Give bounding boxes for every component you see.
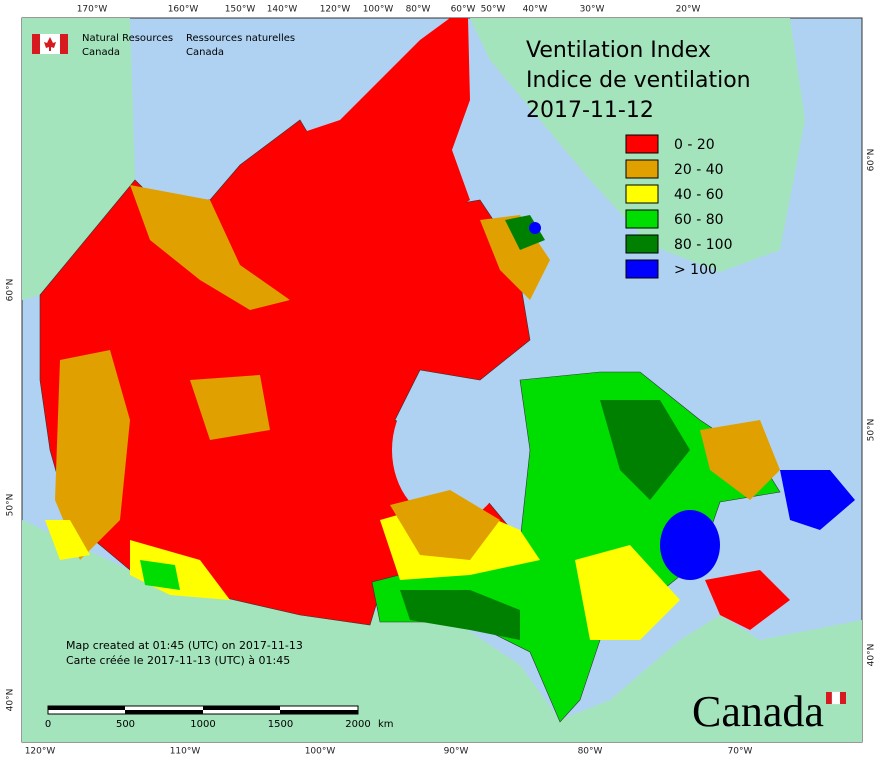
blue-area [529,222,541,234]
united-states [22,520,862,742]
arctic-islands [240,18,470,232]
flag-bar [32,34,40,54]
map-note: Map created at 01:45 (UTC) on 2017-11-13 [66,639,303,652]
latitude-label: 40°N [867,644,877,667]
legend-label: 60 - 80 [674,212,724,228]
longitude-label: 110°W [170,747,201,757]
legend-swatch [625,209,659,229]
latitude-label: 40°N [6,689,16,712]
orange-area [130,185,290,310]
dark-green-area [400,590,520,640]
dark-green-area [600,400,690,500]
scale-bar [47,705,359,715]
longitude-label: 90°W [444,747,469,757]
alaska [22,18,135,300]
scale-label: 0 [45,719,51,730]
scale-label: 500 [116,719,135,730]
scale-unit: km [378,719,394,730]
map-area [21,17,863,743]
legend-label: 80 - 100 [674,237,733,253]
green-area [140,560,180,590]
scale-segment [125,710,203,714]
longitude-label: 80°W [578,747,603,757]
legend-swatch [625,259,659,279]
legend-swatch [625,134,659,154]
agency-name-fr: Ressources naturelles [186,33,295,44]
scale-segment [203,706,280,710]
longitude-label: 100°W [363,5,394,15]
blue-area [660,510,720,580]
scale-segment [48,706,125,710]
flag-bar [826,692,832,704]
orange-area [390,490,500,560]
legend-label: > 100 [674,262,717,278]
blue-area [780,470,855,530]
legend-label: 0 - 20 [674,137,715,153]
longitude-label: 120°W [320,5,351,15]
scale-label: 1000 [190,719,215,730]
wordmark: Canada [692,687,824,736]
maritimes [705,570,790,630]
map-note: Carte créée le 2017-11-13 (UTC) à 01:45 [66,654,290,667]
longitude-label: 100°W [305,747,336,757]
map-title: 2017-11-12 [526,98,654,123]
maple-leaf [44,37,56,51]
longitude-label: 170°W [77,5,108,15]
yellow-area [45,520,90,560]
latitude-label: 60°N [867,149,877,172]
longitude-label: 120°W [25,747,56,757]
legend-swatch [625,184,659,204]
scale-label: 2000 [345,719,370,730]
orange-area [190,375,270,440]
legend-label: 40 - 60 [674,187,724,203]
longitude-label: 30°W [580,5,605,15]
longitude-label: 140°W [267,5,298,15]
longitude-label: 60°W [451,5,476,15]
agency-name-en: Natural Resources [82,33,173,44]
longitude-label: 40°W [523,5,548,15]
latitude-label: 60°N [6,279,16,302]
wordmark-flag [826,691,846,705]
longitude-label: 150°W [225,5,256,15]
longitude-label: 80°W [406,5,431,15]
orange-area [700,420,780,500]
agency-name-fr: Canada [186,47,224,58]
latitude-label: 50°N [867,419,877,442]
flag-bar [60,34,68,54]
longitude-label: 20°W [676,5,701,15]
flag-bar [840,692,846,704]
flag-field [831,691,841,705]
yellow-area [575,545,680,640]
orange-area [55,350,130,560]
longitude-label: 160°W [168,5,199,15]
scale-label: 1500 [268,719,293,730]
longitude-label: 70°W [728,747,753,757]
agency-name-en: Canada [82,47,120,58]
map-title: Indice de ventilation [526,68,751,93]
hudson-bay [392,378,508,522]
legend-swatch [625,159,659,179]
map-title: Ventilation Index [526,38,711,63]
longitude-label: 50°W [481,5,506,15]
scale-segment [280,710,358,714]
legend-swatch [625,234,659,254]
latitude-label: 50°N [6,494,16,517]
legend-label: 20 - 40 [674,162,724,178]
nrcan-header [32,34,68,54]
